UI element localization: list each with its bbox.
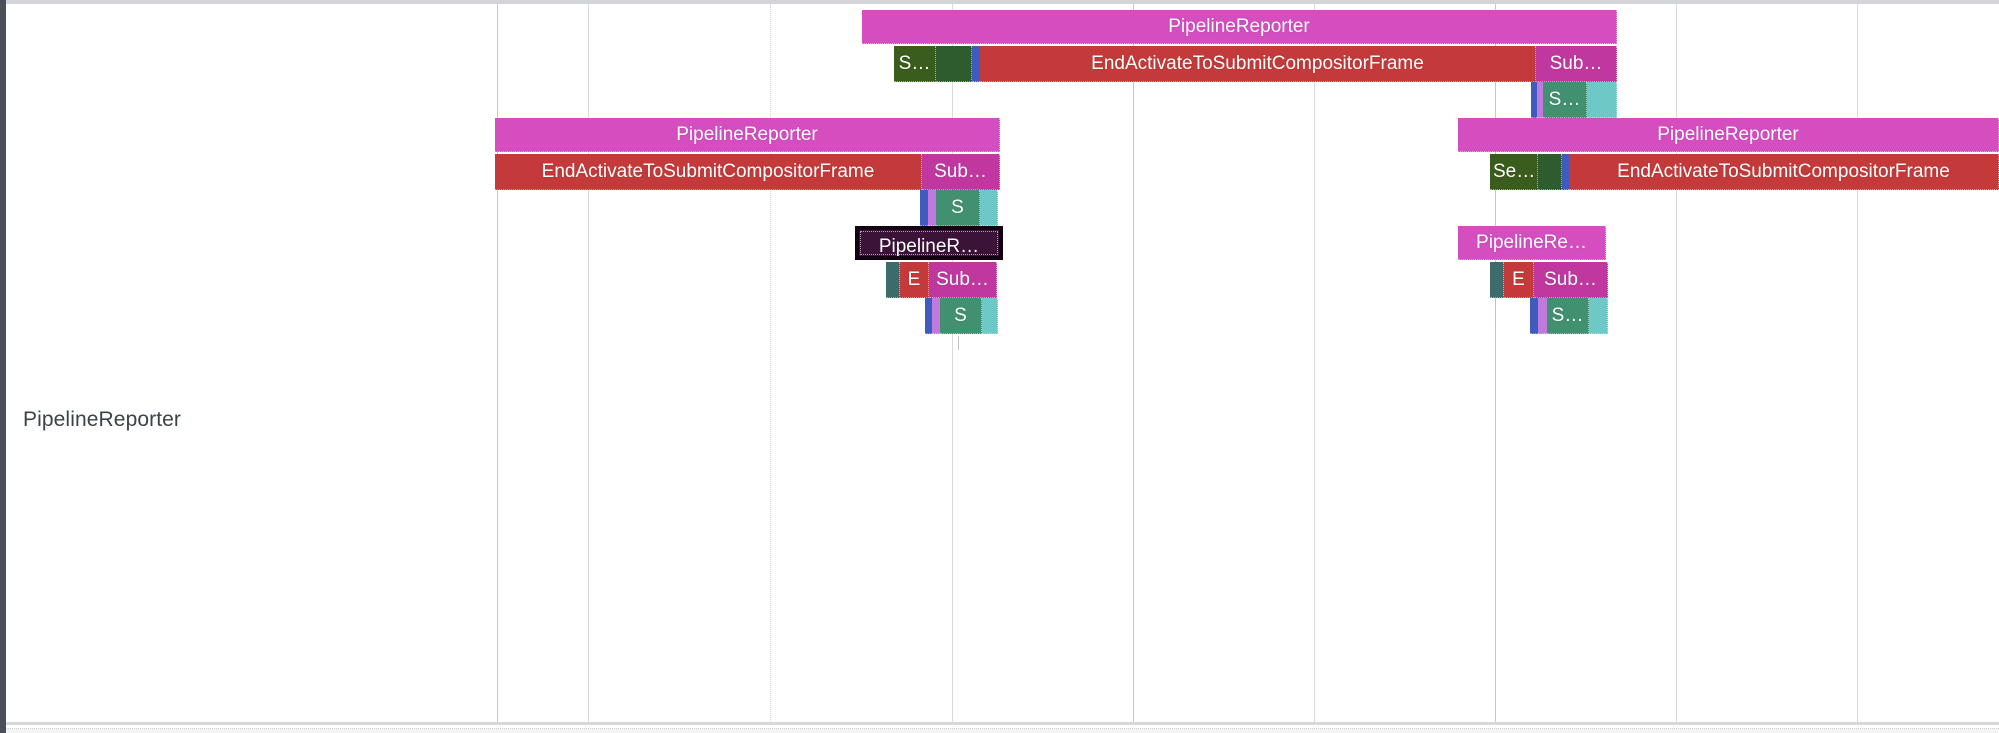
- gridline-7: [1676, 4, 1677, 722]
- track-group-rail: [0, 0, 6, 733]
- gridline-5: [1314, 4, 1315, 722]
- begin-impl-frame-to-send-begin-main-frame-slice[interactable]: [886, 262, 900, 298]
- send-begin-main-frame-slice[interactable]: Se…: [1490, 154, 1538, 190]
- submit-compositor-frame-to-presentation-slice[interactable]: Sub…: [1536, 46, 1617, 82]
- pipeline-reporter-async-label: PipelineReporter: [1168, 16, 1310, 37]
- swap-start-to-swap-end-slice[interactable]: [1530, 298, 1538, 334]
- pipeline-reporter-async-label: PipelineRe…: [1476, 232, 1587, 253]
- submit-to-receive-compositor-frame-slice-label: S: [951, 197, 964, 218]
- viewport-bottom-divider: [6, 722, 1999, 725]
- submit-compositor-frame-to-presentation-slice-label: Sub…: [1549, 53, 1603, 74]
- end-activate-to-submit-compositor-frame-slice[interactable]: E: [900, 262, 929, 298]
- end-activate-to-submit-compositor-frame-slice-label: EndActivateToSubmitCompositorFrame: [1091, 53, 1424, 74]
- submit-compositor-frame-to-presentation-slice[interactable]: Sub…: [929, 262, 997, 298]
- pipeline-reporter-async-label: PipelineReporter: [676, 124, 818, 145]
- swap-end-to-presentation-compositor-frame-slice[interactable]: [1587, 82, 1617, 118]
- commit-slice[interactable]: [1538, 154, 1562, 190]
- send-begin-main-frame-slice[interactable]: S…: [894, 46, 936, 82]
- pipeline-reporter-async-selected-label: PipelineR…: [878, 236, 980, 257]
- flow-arrow-down: [958, 336, 959, 350]
- submit-to-receive-compositor-frame-slice-label: S: [954, 305, 967, 326]
- gridline-3: [952, 4, 953, 722]
- viewport-bottom-strip: [6, 728, 1999, 733]
- end-activate-to-submit-compositor-frame-slice[interactable]: EndActivateToSubmitCompositorFrame: [980, 46, 1536, 82]
- submit-compositor-frame-to-presentation-slice-label: Sub…: [934, 161, 987, 182]
- flow-arrow-down-2: [1495, 300, 1496, 328]
- submit-compositor-frame-to-presentation-slice-label: Sub…: [1544, 269, 1597, 290]
- gridline-6: [1495, 4, 1496, 722]
- track-title: PipelineReporter: [23, 408, 182, 431]
- swap-start-slice[interactable]: [1538, 298, 1547, 334]
- swap-start-slice[interactable]: [1537, 82, 1543, 118]
- submit-to-receive-compositor-frame-slice[interactable]: S…: [1543, 82, 1587, 118]
- end-commit-to-activation-slice[interactable]: [972, 46, 980, 82]
- gridline-0: [497, 4, 498, 722]
- end-activate-to-submit-compositor-frame-slice-label: EndActivateToSubmitCompositorFrame: [1617, 161, 1950, 182]
- gridline-4: [1133, 4, 1134, 722]
- pipeline-reporter-async-label: PipelineReporter: [1657, 124, 1799, 145]
- swap-end-to-presentation-compositor-frame-slice[interactable]: [982, 298, 998, 334]
- swap-end-to-presentation-compositor-frame-slice[interactable]: [980, 190, 998, 226]
- gridline-2: [770, 4, 772, 722]
- submit-compositor-frame-to-presentation-slice[interactable]: Sub…: [1534, 262, 1608, 298]
- send-begin-main-frame-slice-label: S…: [898, 53, 931, 74]
- end-activate-to-submit-compositor-frame-slice[interactable]: EndActivateToSubmitCompositorFrame: [495, 154, 922, 190]
- gridline-1: [588, 4, 589, 722]
- submit-to-receive-compositor-frame-slice[interactable]: S: [936, 190, 980, 226]
- end-activate-to-submit-compositor-frame-slice-label: EndActivateToSubmitCompositorFrame: [541, 161, 875, 182]
- swap-start-to-swap-end-slice[interactable]: [1531, 82, 1537, 118]
- pipeline-reporter-async[interactable]: PipelineReporter: [495, 118, 1000, 152]
- pipeline-reporter-async[interactable]: PipelineRe…: [1458, 226, 1606, 260]
- pipeline-reporter-async[interactable]: PipelineReporter: [1458, 118, 1999, 152]
- swap-start-to-swap-end-slice[interactable]: [925, 298, 932, 334]
- end-activate-to-submit-compositor-frame-slice[interactable]: E: [1504, 262, 1534, 298]
- pipeline-reporter-async[interactable]: PipelineReporter: [862, 10, 1617, 44]
- begin-impl-frame-to-send-begin-main-frame-slice[interactable]: [1490, 262, 1504, 298]
- viewport-top-divider: [6, 0, 1999, 4]
- send-begin-main-frame-slice-label: Se…: [1493, 161, 1536, 182]
- end-activate-to-submit-compositor-frame-slice-label: E: [1512, 269, 1525, 290]
- submit-compositor-frame-to-presentation-slice-label: Sub…: [936, 269, 989, 290]
- submit-to-receive-compositor-frame-slice[interactable]: S…: [1547, 298, 1589, 334]
- swap-start-to-swap-end-slice[interactable]: [920, 190, 928, 226]
- submit-to-receive-compositor-frame-slice-label: S…: [1548, 89, 1581, 110]
- end-commit-to-activation-slice[interactable]: [1562, 154, 1569, 190]
- swap-start-slice[interactable]: [928, 190, 936, 226]
- submit-to-receive-compositor-frame-slice[interactable]: S: [940, 298, 982, 334]
- swap-end-to-presentation-compositor-frame-slice[interactable]: [1589, 298, 1608, 334]
- submit-compositor-frame-to-presentation-slice[interactable]: Sub…: [922, 154, 1000, 190]
- end-activate-to-submit-compositor-frame-slice[interactable]: EndActivateToSubmitCompositorFrame: [1569, 154, 1999, 190]
- end-activate-to-submit-compositor-frame-slice-label: E: [907, 269, 921, 290]
- swap-start-slice[interactable]: [932, 298, 940, 334]
- submit-to-receive-compositor-frame-slice-label: S…: [1551, 305, 1584, 326]
- pipeline-reporter-async-selected[interactable]: PipelineR…: [855, 226, 1003, 260]
- gridline-8: [1857, 4, 1858, 722]
- commit-slice[interactable]: [936, 46, 972, 82]
